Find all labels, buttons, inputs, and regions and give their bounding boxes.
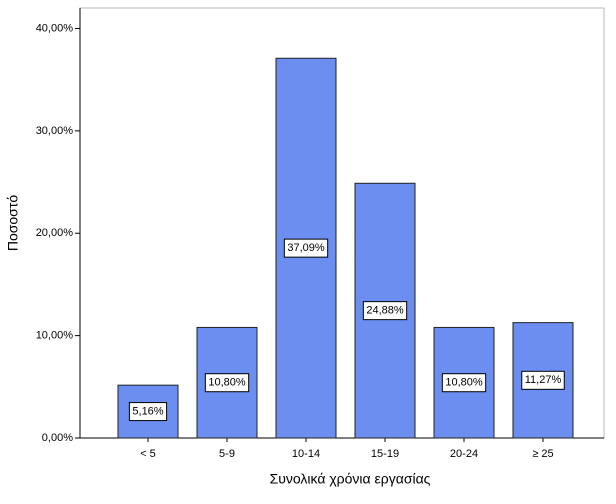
- y-tick-label: 20,00%: [36, 227, 74, 239]
- value-label-box: [441, 373, 487, 393]
- value-label-box: [521, 370, 565, 390]
- y-tick-label: 10,00%: [36, 330, 74, 342]
- value-label-box: [362, 301, 408, 321]
- value-label-box: [283, 238, 329, 258]
- y-axis-label: Ποσοστό: [5, 195, 21, 251]
- value-label-box: [204, 373, 250, 393]
- x-tick-label: < 5: [140, 448, 156, 460]
- y-tick-label: 30,00%: [36, 125, 74, 137]
- value-label: 5,16%: [132, 405, 163, 417]
- x-tick-label: 10-14: [292, 448, 320, 460]
- x-tick-label: 20-24: [450, 448, 478, 460]
- value-label: 10,80%: [445, 377, 483, 389]
- value-label: 10,80%: [208, 377, 246, 389]
- x-axis-label: Συνολικά χρόνια εργασίας: [270, 471, 431, 487]
- x-tick-label: 15-19: [371, 448, 399, 460]
- value-label: 11,27%: [525, 374, 562, 386]
- x-tick-label: 5-9: [219, 448, 235, 460]
- y-tick-label: 40,00%: [36, 22, 74, 34]
- value-label-box: [128, 402, 168, 422]
- x-tick-label: ≥ 25: [532, 448, 553, 460]
- value-label: 37,09%: [287, 242, 325, 254]
- y-tick-label: 0,00%: [42, 432, 73, 444]
- value-label: 24,88%: [366, 305, 404, 317]
